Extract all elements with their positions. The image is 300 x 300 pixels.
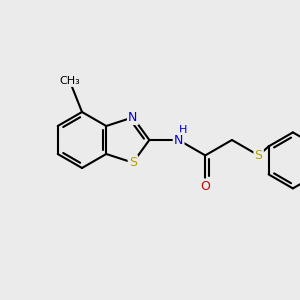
Text: S: S — [129, 156, 137, 169]
Text: H: H — [178, 125, 187, 135]
Text: CH₃: CH₃ — [60, 76, 80, 86]
Text: S: S — [255, 149, 262, 162]
Text: N: N — [174, 134, 183, 146]
Text: N: N — [128, 111, 138, 124]
Text: O: O — [200, 180, 210, 193]
